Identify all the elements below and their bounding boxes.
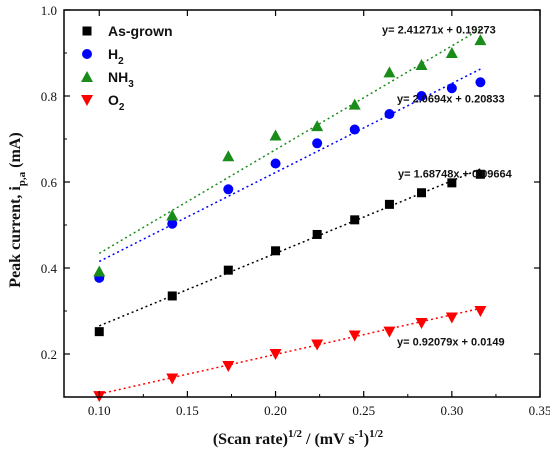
y-tick-label: 0.4	[41, 261, 58, 276]
data-point	[312, 138, 323, 149]
data-point	[384, 199, 394, 209]
fit-equations: y= 1.68748x + 0.09664 y= 2.0694x + 0.2083…	[382, 25, 513, 349]
data-point	[416, 91, 427, 101]
legend-marker	[82, 26, 92, 36]
legend-label: NH3	[108, 69, 134, 90]
fit-equation: y= 1.68748x + 0.09664	[398, 169, 513, 181]
data-point	[349, 124, 360, 135]
data-point	[447, 178, 457, 188]
data-point	[475, 77, 486, 88]
data-point	[166, 373, 179, 385]
fit-line	[98, 168, 481, 327]
axes: 0.10 0.15 0.20 0.25 0.30 0.35 0.2 0.4 0.6 0.8 1.0	[41, 3, 550, 418]
data-point	[383, 326, 396, 338]
data-point	[350, 215, 360, 225]
x-axis-title: (Scan rate)1/2 / (mV s-1)1/2	[213, 428, 384, 448]
x-tick-label: 0.25	[352, 403, 375, 418]
legend-marker	[81, 95, 93, 106]
data-point	[474, 34, 487, 46]
data-point	[384, 109, 395, 120]
fit-line	[98, 28, 481, 255]
data-point	[271, 246, 281, 256]
fit-line	[99, 307, 481, 395]
y-tick-label: 0.8	[41, 89, 57, 104]
x-tick-label: 0.35	[529, 403, 550, 418]
data-point	[166, 209, 179, 221]
data-point	[445, 47, 458, 58]
y-tick-label: 0.6	[41, 175, 58, 190]
plot-frame	[63, 9, 541, 398]
x-tick-label: 0.15	[176, 403, 199, 418]
data-point	[474, 306, 487, 317]
legend-label: H2	[108, 46, 124, 67]
y-axis-title: Peak current, ip,a (mA)	[7, 132, 28, 287]
data-point	[269, 129, 282, 141]
data-point	[167, 291, 177, 301]
data-point	[475, 169, 485, 179]
data-point	[311, 339, 324, 351]
data-point	[446, 83, 457, 94]
data-point	[311, 120, 324, 132]
y-tick-label: 1.0	[41, 3, 57, 18]
fit-equation: y= 2.41271x + 0.19273	[382, 25, 496, 37]
data-point	[222, 150, 235, 162]
data-point	[94, 327, 104, 337]
fit-line	[98, 68, 481, 263]
legend-marker	[81, 71, 93, 82]
fit-lines	[98, 28, 481, 395]
x-tick-label: 0.30	[440, 403, 463, 418]
data-point	[348, 330, 361, 342]
data-point	[270, 158, 281, 169]
data-point	[445, 312, 458, 324]
fit-equation: y= 0.92079x + 0.0149	[397, 336, 505, 348]
data-point	[348, 98, 361, 110]
legend-label: As-grown	[108, 23, 173, 39]
data-point	[415, 59, 428, 71]
data-point	[383, 66, 396, 78]
x-tick-label: 0.10	[88, 403, 111, 418]
data-point	[167, 218, 178, 229]
data-point	[415, 318, 428, 330]
legend-label: O2	[108, 92, 125, 113]
fit-equation: y= 2.0694x + 0.20833	[397, 93, 505, 105]
data-point	[312, 229, 322, 239]
data-point	[223, 184, 234, 195]
data-point	[222, 361, 235, 373]
legend-marker	[82, 49, 92, 59]
data-point	[223, 265, 233, 275]
data-markers	[93, 34, 487, 403]
data-point	[93, 265, 106, 277]
data-point	[417, 188, 427, 198]
data-point	[269, 349, 282, 360]
x-tick-label: 0.20	[264, 403, 287, 418]
y-tick-label: 0.2	[41, 347, 57, 362]
